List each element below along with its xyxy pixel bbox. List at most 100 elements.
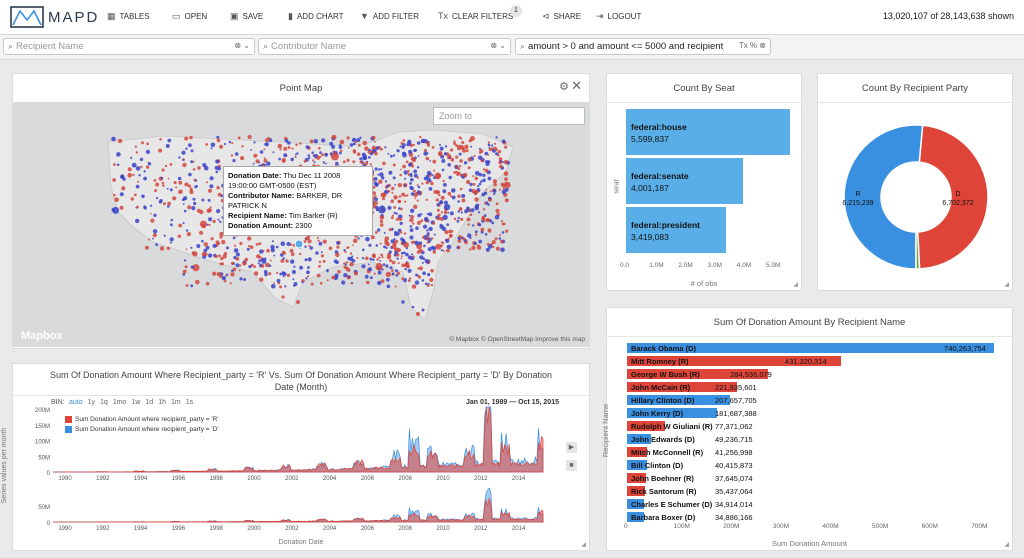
- recipient-bar[interactable]: [627, 343, 995, 353]
- seat-x-axis-title: # of obs: [690, 279, 718, 288]
- legend-item-d[interactable]: Sum Donation Amount where recipient_part…: [65, 426, 219, 433]
- timeline-y-tick: 50M: [38, 455, 50, 461]
- recipient-x-axis-title: Sum Donation Amount: [771, 539, 848, 548]
- legend-item-r[interactable]: Sum Donation Amount where recipient_part…: [65, 416, 219, 423]
- timeline-series-area: [53, 487, 544, 523]
- count-by-seat-panel: Count By Seat seat federal:house 5,599,83…: [606, 73, 802, 291]
- bin-option[interactable]: 1d: [145, 399, 154, 406]
- share-button[interactable]: ⊲ SHARE: [542, 11, 582, 21]
- open-button[interactable]: ▭ OPEN: [172, 11, 208, 21]
- resize-handle-icon[interactable]: ◢: [793, 282, 798, 288]
- timeline-x-axis-title: Donation Date: [278, 539, 324, 546]
- party-slice-value: 6,702,372: [942, 200, 973, 207]
- seat-value: 3,419,083: [631, 232, 669, 242]
- add-chart-button[interactable]: ▮ ADD CHART: [288, 11, 344, 21]
- seat-axis-title: seat: [611, 179, 621, 194]
- recipient-bar[interactable]: [627, 473, 646, 483]
- selected-point-marker[interactable]: [294, 239, 304, 249]
- recipient-name: Barbara Boxer (D): [631, 512, 696, 522]
- recipient-name: Rudolph W Giuliani (R): [631, 421, 713, 431]
- logout-button[interactable]: ⇥ LOGOUT: [596, 11, 642, 21]
- custom-filter-controls[interactable]: Tx % ⊗: [738, 41, 766, 50]
- tables-button[interactable]: ▦ TABLES: [107, 11, 150, 21]
- seat-x-tick: 3.0M: [707, 262, 723, 269]
- seat-bar[interactable]: [626, 158, 743, 204]
- clear-chevron-icon[interactable]: ⊗ ⌄: [490, 41, 506, 50]
- recipient-bar[interactable]: [627, 460, 648, 470]
- map-attribution[interactable]: © Mapbox © OpenStreetMap Improve this ma…: [449, 336, 585, 343]
- timeline-x-tick: 1990: [58, 526, 72, 532]
- bin-option[interactable]: 1s: [185, 399, 194, 406]
- clear-filters-button[interactable]: Tx CLEAR FILTERS: [438, 11, 514, 21]
- logo[interactable]: MAPD: [10, 6, 99, 28]
- bin-option[interactable]: 1mo: [112, 399, 127, 406]
- zoom-to-input[interactable]: Zoom to: [433, 107, 585, 125]
- bin-option[interactable]: 1q: [100, 399, 108, 406]
- timeline-x-tick: 1998: [210, 526, 224, 532]
- bin-option[interactable]: 1h: [158, 399, 166, 406]
- seat-name: federal:president: [631, 220, 700, 230]
- bin-option[interactable]: 1m: [171, 399, 181, 406]
- recipient-value: 284,536,079: [730, 369, 772, 379]
- recipient-name-filter[interactable]: ⌕ Recipient Name ⊗ ⌄: [3, 38, 255, 55]
- seat-name: federal:house: [631, 122, 687, 132]
- recipient-x-tick: 200M: [723, 523, 740, 530]
- custom-filter-input[interactable]: ⌕ amount > 0 and amount <= 5000 and reci…: [515, 38, 771, 55]
- resize-handle-icon[interactable]: ◢: [1004, 282, 1009, 288]
- recipient-axis-title: Recipient Name: [601, 403, 611, 458]
- recipient-bar[interactable]: [627, 395, 730, 405]
- recipient-x-tick: 100M: [673, 523, 690, 530]
- recipient-value: 34,914,014: [715, 499, 753, 509]
- party-slice[interactable]: [915, 231, 921, 270]
- recipient-name-panel: Sum Of Donation Amount By Recipient Name…: [601, 307, 1013, 551]
- recipient-bar[interactable]: [627, 486, 645, 496]
- resize-handle-icon[interactable]: ◢: [581, 542, 586, 548]
- party-donut-chart[interactable]: R 6,215,239 D 6,702,372: [818, 102, 1014, 292]
- seat-bar-label: federal:president 3,419,083: [631, 219, 700, 243]
- clear-filter-icon: Tx: [438, 11, 448, 21]
- recipient-name: Bill Clinton (D): [631, 460, 684, 470]
- contributor-name-filter[interactable]: ⌕ Contributor Name ⊗ ⌄: [258, 38, 511, 55]
- recipient-bar[interactable]: [627, 447, 648, 457]
- timeline-y-axis-title: Series values per month: [1, 427, 9, 504]
- clear-chevron-icon[interactable]: ⊗ ⌄: [234, 41, 250, 50]
- close-icon[interactable]: ✕: [571, 78, 582, 93]
- logout-icon: ⇥: [596, 11, 604, 21]
- resize-handle-icon[interactable]: ◢: [1004, 542, 1009, 548]
- recipient-name: Barack Obama (D): [631, 343, 697, 353]
- party-slice[interactable]: [916, 124, 989, 270]
- save-button[interactable]: ▣ SAVE: [230, 11, 264, 21]
- seat-bar[interactable]: [626, 207, 726, 253]
- records-shown-counter: 13,020,107 of 28,143,638 shown: [882, 11, 1014, 21]
- recipient-bar[interactable]: [627, 408, 718, 418]
- stop-icon[interactable]: ■: [566, 460, 577, 471]
- recipient-bar[interactable]: [627, 356, 841, 366]
- point-map-canvas[interactable]: Zoom to Donation Date: Thu Dec 11 2008 1…: [13, 102, 589, 347]
- gear-icon[interactable]: ⚙: [559, 81, 569, 93]
- party-slice[interactable]: [843, 124, 924, 270]
- timeline-x-tick: 2004: [323, 476, 337, 482]
- recipient-x-tick: 300M: [772, 523, 790, 530]
- seat-value: 5,599,837: [631, 134, 669, 144]
- seat-bar[interactable]: [626, 109, 790, 155]
- timeline-x-tick: 2006: [361, 476, 375, 482]
- recipient-bar[interactable]: [627, 499, 645, 509]
- bin-option[interactable]: 1y: [87, 399, 96, 406]
- recipient-bar[interactable]: [627, 369, 769, 379]
- recipient-bar[interactable]: [627, 434, 652, 444]
- add-filter-button[interactable]: ▼ ADD FILTER: [360, 11, 419, 21]
- bin-option[interactable]: 1w: [131, 399, 141, 406]
- recipient-bar[interactable]: [627, 512, 645, 522]
- timeline-x-tick: 2002: [285, 526, 299, 532]
- mapd-logo-icon: [10, 6, 44, 28]
- recipient-name: Mitch McConnell (R): [631, 447, 704, 457]
- date-range[interactable]: Jan 01, 1989 — Oct 15, 2015: [465, 399, 559, 406]
- seat-name: federal:senate: [631, 171, 689, 181]
- play-icon[interactable]: ▶: [566, 442, 577, 453]
- recipient-bar[interactable]: [627, 421, 666, 431]
- bin-option[interactable]: auto: [69, 399, 83, 406]
- recipient-name: Rick Santorum (R): [631, 486, 697, 496]
- timeline-x-tick: 2010: [436, 476, 450, 482]
- recipient-value: 181,687,388: [715, 408, 757, 418]
- recipient-bar[interactable]: [627, 382, 738, 392]
